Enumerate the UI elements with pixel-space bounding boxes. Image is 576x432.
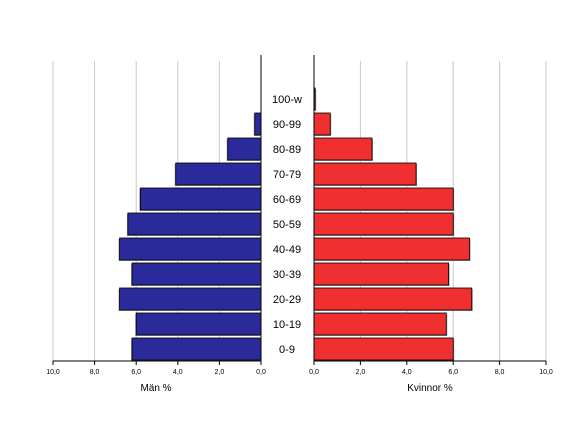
tick-label-left-2: 2,0 [215,369,225,376]
bar-women-80-89 [313,137,373,161]
category-label-30-39: 30-39 [273,269,301,281]
tick-label-right-8: 8,0 [495,369,505,376]
category-label-50-59: 50-59 [273,219,301,231]
bar-women-50-59 [313,212,454,236]
category-label-90-99: 90-99 [273,119,301,131]
category-label-0-9: 0-9 [279,344,295,356]
bar-women-30-39 [313,262,449,286]
bar-men-10-19 [135,312,262,336]
tick-label-right-6: 6,0 [448,369,458,376]
bar-women-20-29 [313,287,473,311]
tick-label-right-4: 4,0 [402,369,412,376]
bar-men-40-49 [119,237,262,261]
tick-label-left-6: 6,0 [131,369,141,376]
bar-women-90-99 [313,112,331,136]
tick-label-left-4: 4,0 [173,369,183,376]
bar-men-70-79 [175,162,262,186]
bar-men-0-9 [131,337,262,361]
bar-women-0-9 [313,337,454,361]
bar-women-70-79 [313,162,417,186]
tick-label-left-10: 10,0 [46,369,60,376]
bar-women-40-49 [313,237,470,261]
tick-label-right-2: 2,0 [356,369,366,376]
bar-men-60-69 [139,187,262,211]
axes [52,55,547,365]
bar-men-90-99 [254,112,262,136]
category-label-80-89: 80-89 [273,144,301,156]
tick-label-left-8: 8,0 [90,369,100,376]
category-labels: 0-9 10-19 20-29 30-39 40-49 50-59 60-69 70-79 80… [272,94,302,356]
tick-labels: 0,0 0,0 2,0 2,0 4,0 4,0 6,0 6,0 8,0 8,0 10,0 10,0 [46,369,553,376]
bar-women-60-69 [313,187,454,211]
tick-label-right-0: 0,0 [309,369,319,376]
bar-men-30-39 [131,262,262,286]
axis-label-men: Män % [140,383,171,394]
category-label-40-49: 40-49 [273,244,301,256]
category-label-20-29: 20-29 [273,294,301,306]
bar-men-80-89 [227,137,262,161]
bar-men-50-59 [127,212,262,236]
bar-men-20-29 [119,287,262,311]
category-label-100-w: 100-w [272,94,302,106]
tick-label-left-0: 0,0 [256,369,266,376]
category-label-70-79: 70-79 [273,169,301,181]
category-label-10-19: 10-19 [273,319,301,331]
bars [118,87,473,361]
tick-label-right-10: 10,0 [539,369,553,376]
bar-shadow-women-100-w [315,89,317,111]
category-label-60-69: 60-69 [273,194,301,206]
gridlines [52,61,547,361]
axis-label-women: Kvinnor % [407,383,453,394]
bar-women-10-19 [313,312,447,336]
